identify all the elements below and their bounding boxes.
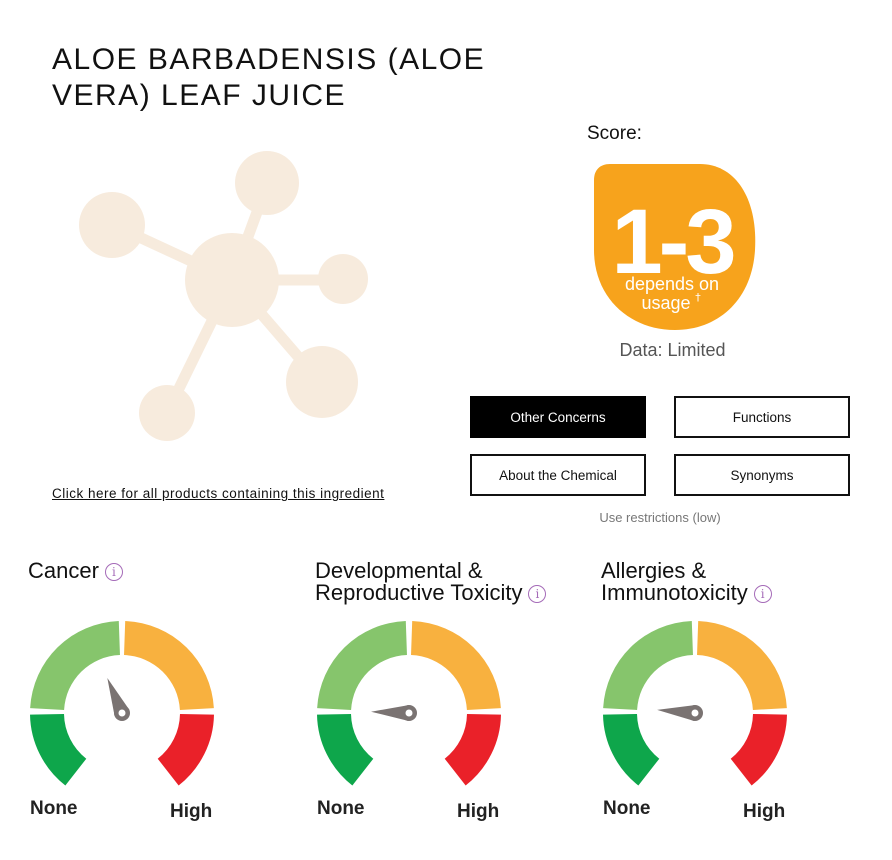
gauge-label-high: High — [743, 801, 786, 822]
gauge-segment-moderate — [697, 621, 787, 710]
gauge-segment-high — [444, 714, 501, 786]
gauge-segment-low — [603, 621, 693, 710]
functions-button[interactable]: Functions — [674, 396, 850, 438]
gauge-segment-high — [157, 714, 214, 786]
info-icon[interactable]: i — [528, 585, 547, 603]
gauge-segment-low — [30, 621, 120, 710]
data-availability: Data: Limited — [619, 340, 726, 360]
cancer-gauge: Cancer i None High — [28, 560, 298, 850]
score-footnote-mark: † — [695, 291, 701, 304]
cancer-gauge-title: Cancer i — [28, 560, 298, 582]
gauge-label-none: None — [317, 798, 365, 819]
gauge-needle — [371, 705, 410, 721]
developmental-toxicity-gauge: Developmental & Reproductive Toxicity i N… — [315, 560, 585, 850]
gauge-label-high: High — [457, 801, 500, 822]
gauge-needle-pin — [405, 709, 413, 717]
gauge-segment-high — [730, 714, 787, 786]
all-products-link[interactable]: Click here for all products containing t… — [52, 486, 385, 501]
gauge-title-line1: Allergies & — [601, 558, 707, 583]
score-depends-line1: depends on — [625, 274, 719, 294]
about-chemical-button[interactable]: About the Chemical — [470, 454, 646, 496]
gauge-title-line1: Developmental & — [315, 558, 483, 583]
use-restrictions-link[interactable]: Use restrictions (low) — [599, 510, 721, 525]
gauge-title-line1: Cancer — [28, 558, 99, 583]
gauge-needle-pin — [118, 709, 126, 717]
gauge-label-none: None — [30, 798, 78, 819]
allergies-gauge-dial — [603, 621, 787, 786]
gauge-segment-low — [317, 621, 407, 710]
gauge-segment-none — [317, 714, 374, 786]
gauge-label-high: High — [170, 801, 213, 822]
gauge-segment-moderate — [124, 621, 214, 710]
allergies-gauge-title: Allergies & Immunotoxicity i — [601, 560, 871, 604]
gauge-title-line2: Immunotoxicity — [601, 580, 748, 605]
synonyms-button[interactable]: Synonyms — [674, 454, 850, 496]
gauge-needle-pin — [691, 709, 699, 717]
gauge-title-line2: Reproductive Toxicity — [315, 580, 523, 605]
gauge-segment-moderate — [411, 621, 501, 710]
developmental-gauge-dial — [317, 621, 501, 786]
allergies-gauge: Allergies & Immunotoxicity i None High — [601, 560, 871, 850]
gauge-segment-none — [30, 714, 87, 786]
info-icon[interactable]: i — [104, 563, 123, 581]
gauge-label-none: None — [603, 798, 651, 819]
other-concerns-button[interactable]: Other Concerns — [470, 396, 646, 438]
gauge-needle — [657, 705, 696, 721]
molecule-icon — [79, 151, 368, 441]
score-badge: 1-3 depends on usage † — [594, 164, 756, 330]
score-range: 1-3 — [612, 191, 734, 293]
cancer-gauge-dial — [30, 621, 214, 786]
developmental-gauge-title: Developmental & Reproductive Toxicity i — [315, 560, 585, 604]
gauge-segment-none — [603, 714, 660, 786]
info-icon[interactable]: i — [753, 585, 772, 603]
score-depends-line2: usage — [641, 293, 690, 313]
ingredient-title: ALOE BARBADENSIS (ALOE VERA) LEAF JUICE — [52, 43, 486, 112]
score-label: Score: — [587, 123, 642, 144]
